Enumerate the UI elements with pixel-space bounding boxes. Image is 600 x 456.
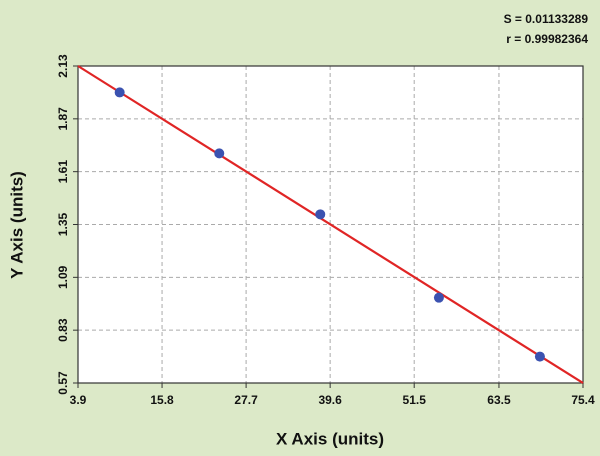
x-tick-label: 39.6 <box>318 393 342 407</box>
y-axis-title: Y Axis (units) <box>7 171 26 279</box>
data-point <box>534 351 545 362</box>
y-tick-label: 1.09 <box>56 265 70 289</box>
y-tick-label: 0.83 <box>56 318 70 342</box>
annotation: S = 0.01133289 <box>504 12 589 26</box>
x-tick-label: 27.7 <box>234 393 258 407</box>
x-tick-label: 3.9 <box>70 393 87 407</box>
x-axis-title: X Axis (units) <box>276 429 384 448</box>
x-tick-label: 51.5 <box>403 393 427 407</box>
y-tick-label: 1.35 <box>56 212 70 236</box>
x-tick-label: 15.8 <box>150 393 174 407</box>
fit-line <box>77 65 584 384</box>
y-tick-label: 1.61 <box>56 160 70 184</box>
data-point <box>214 148 225 159</box>
data-point <box>433 292 444 303</box>
annotation: r = 0.99982364 <box>506 32 588 46</box>
y-tick-label: 1.87 <box>56 107 70 131</box>
data-point <box>114 87 125 98</box>
y-tick-label: 0.57 <box>56 371 70 395</box>
data-point <box>315 209 326 220</box>
x-tick-label: 63.5 <box>487 393 511 407</box>
x-tick-label: 75.4 <box>571 393 595 407</box>
y-tick-label: 2.13 <box>56 54 70 78</box>
